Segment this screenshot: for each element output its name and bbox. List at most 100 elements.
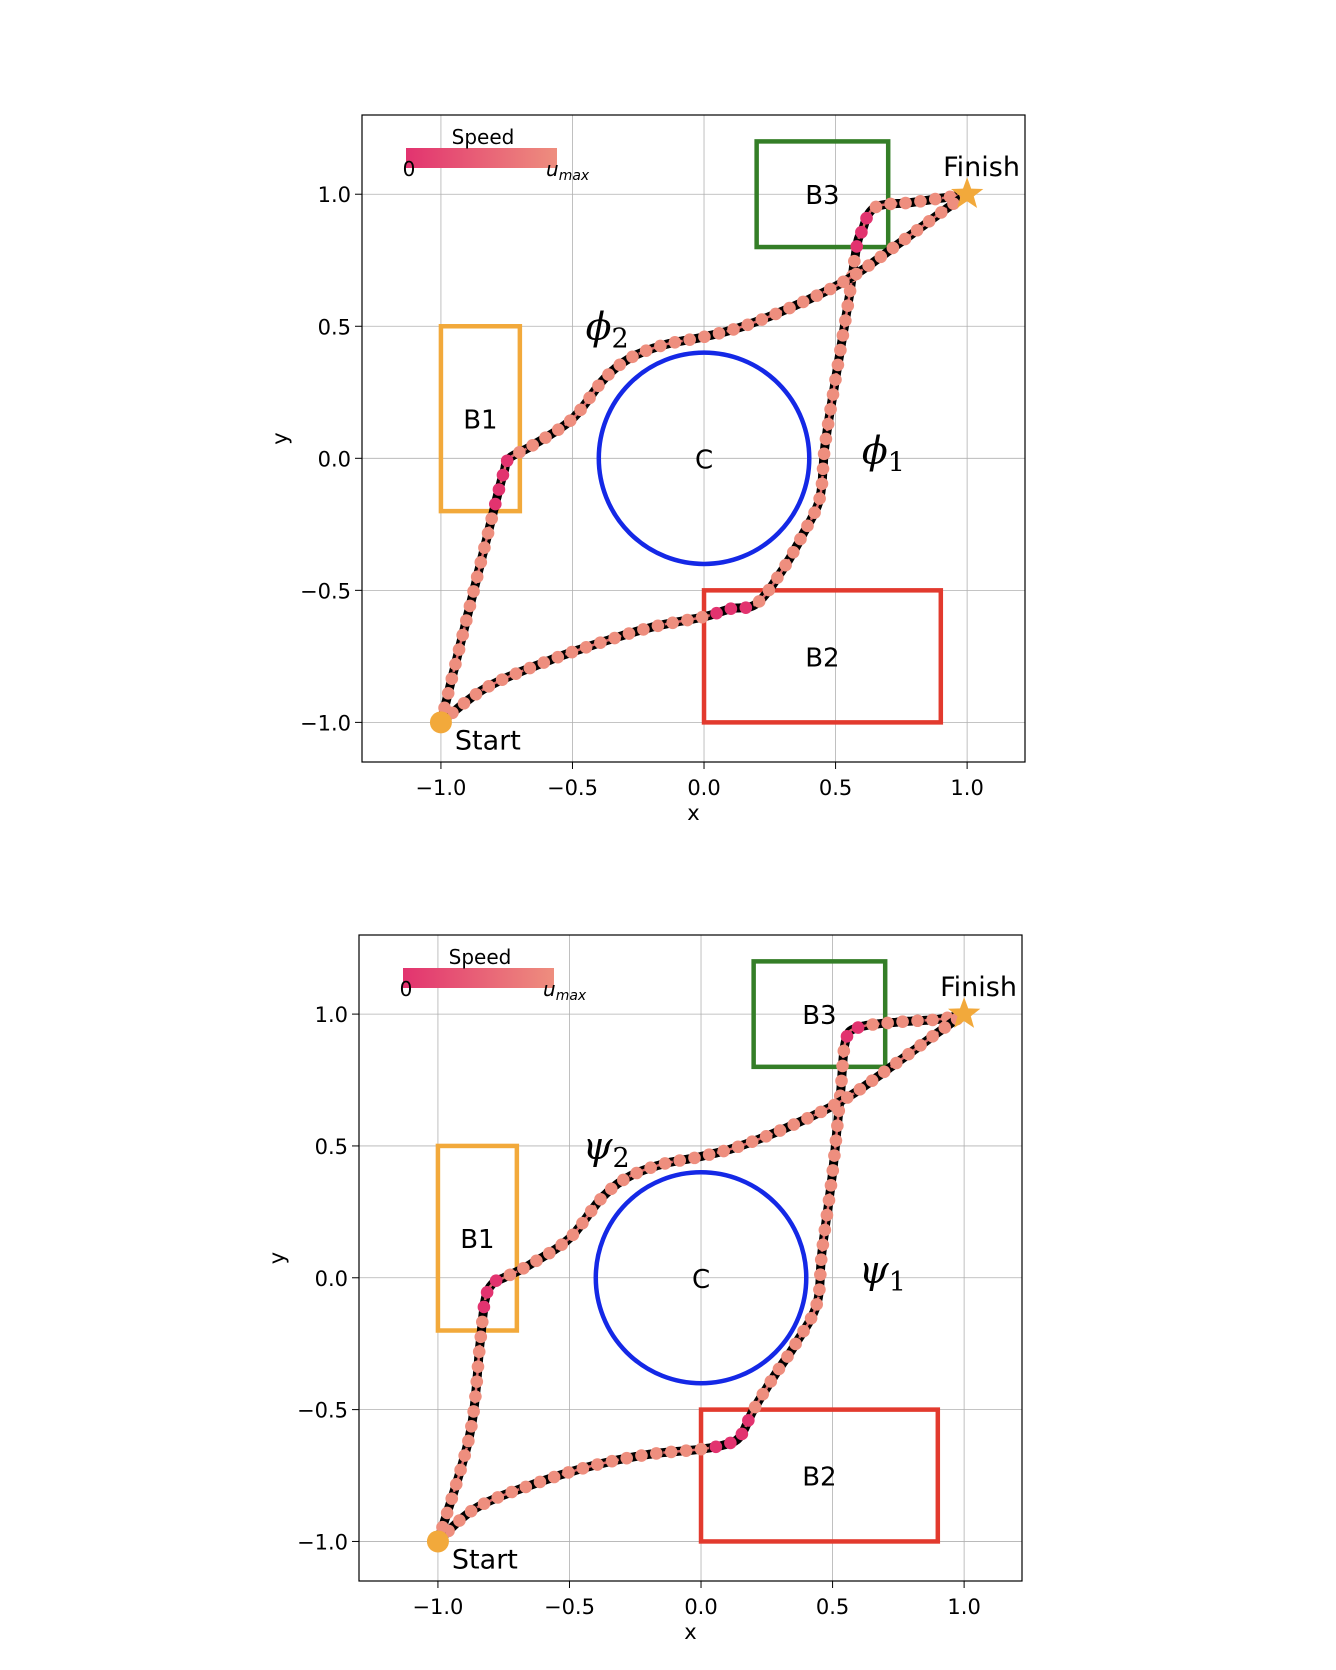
x-tick-label: −1.0: [412, 1595, 463, 1619]
trajectory-point: [602, 368, 615, 381]
trajectory-point: [683, 333, 696, 346]
y-axis-label: y: [268, 432, 292, 444]
trajectory-point: [492, 483, 506, 496]
trajectory-point: [814, 1105, 828, 1119]
trajectory-point: [752, 595, 766, 608]
trajectory-point: [828, 1149, 841, 1162]
trajectory-point: [783, 301, 796, 315]
trajectory-point: [482, 680, 496, 693]
trajectory-point: [480, 1286, 494, 1299]
colorbar-title: Speed: [449, 945, 512, 969]
trajectory-point: [926, 1030, 939, 1043]
trajectory-point: [862, 259, 875, 272]
start-marker: [426, 1530, 449, 1553]
trajectory-point: [469, 1390, 482, 1403]
trajectory-point: [594, 636, 607, 649]
trajectory-point: [472, 1345, 486, 1359]
chart-panel-2: −1.0 −0.5 0.0 0.5 1.0 −1.0 −0.5 0.0 0.5 1.0 x y B1 B2…: [265, 934, 1023, 1644]
trajectory-point: [804, 1311, 818, 1325]
trajectory-point: [824, 402, 837, 416]
trajectory-point: [436, 1520, 449, 1534]
trajectory-point: [898, 232, 912, 246]
trajectory-point: [866, 1018, 880, 1031]
trajectory-point: [574, 403, 587, 417]
trajectory-point: [820, 1208, 834, 1222]
trajectory-point: [810, 1298, 824, 1311]
trajectory-label-2: ϕ2: [586, 304, 629, 354]
colorbar: [406, 148, 557, 168]
finish-star-icon: [951, 177, 984, 208]
trajectory-point: [551, 650, 565, 664]
trajectory-point: [474, 555, 488, 569]
colorbar: [403, 968, 554, 988]
trajectory-point: [555, 1238, 568, 1251]
trajectory-point: [779, 558, 792, 572]
colorbar-max-subscript: max: [559, 168, 590, 184]
chart-panel-1: −1.0 −0.5 0.0 0.5 1.0 −1.0 −0.5 0.0 0.5 1.0 x y B1 B2…: [268, 114, 1026, 825]
trajectory-point: [874, 250, 888, 264]
start-marker: [429, 711, 452, 734]
region-label-b2: B2: [805, 643, 839, 673]
trajectory-point: [695, 610, 709, 624]
colorbar-max-symbol: u: [546, 157, 559, 181]
trajectory-point: [835, 1074, 848, 1088]
trajectory-point: [789, 1337, 802, 1351]
trajectory-point: [495, 673, 509, 686]
trajectory-point: [457, 696, 471, 710]
trajectory-point: [869, 200, 883, 214]
region-circle: [593, 1170, 809, 1386]
plot-area: [434, 139, 973, 729]
trajectory-point: [821, 417, 835, 431]
trajectory-point: [452, 643, 466, 656]
trajectory-point: [840, 1030, 854, 1043]
trajectory-point: [877, 1065, 891, 1079]
trajectory-point: [604, 1182, 618, 1196]
trajectory-point: [440, 1506, 454, 1520]
trajectory-point: [485, 512, 498, 525]
y-tick-label: −0.5: [297, 1399, 348, 1423]
trajectory-point: [836, 1059, 849, 1073]
trajectory-point: [688, 1151, 701, 1165]
trajectory-point: [517, 1262, 530, 1275]
trajectory-point: [823, 282, 837, 296]
trajectory-point: [884, 197, 897, 211]
trajectory-point: [781, 1350, 794, 1363]
trajectory-point: [910, 223, 924, 237]
region-circle: [596, 350, 812, 567]
trajectory-point: [724, 602, 738, 616]
colorbar-max-symbol: u: [543, 977, 556, 1001]
region-label-b1: B1: [460, 1225, 494, 1255]
trajectory-ψ2: [431, 1009, 969, 1548]
trajectory-point: [769, 307, 783, 321]
trajectory-point: [470, 570, 484, 584]
trajectory-point: [608, 631, 621, 645]
trajectory-point: [741, 318, 755, 332]
trajectory-point: [837, 1044, 851, 1058]
trajectory-point: [865, 1074, 879, 1088]
trajectory-point: [681, 613, 694, 627]
trajectory-point: [818, 1223, 832, 1237]
trajectory-point: [637, 623, 650, 636]
y-tick-label: 0.5: [318, 315, 351, 339]
trajectory-point: [787, 1118, 801, 1131]
trajectory-point: [762, 583, 776, 597]
trajectory-point: [445, 672, 459, 686]
trajectory-point: [644, 1161, 657, 1175]
trajectory-point: [745, 1135, 759, 1149]
trajectory-point: [668, 335, 682, 349]
trajectory-point: [475, 1315, 489, 1329]
region-label-b2: B2: [802, 1463, 836, 1493]
trajectory-point: [530, 1254, 543, 1268]
trajectory-point: [815, 477, 829, 491]
trajectory-point: [651, 619, 665, 633]
trajectory-label-symbol: ϕ: [862, 429, 888, 473]
trajectory-point: [630, 1166, 643, 1180]
trajectory-point: [914, 1038, 927, 1052]
trajectory-point: [579, 641, 593, 654]
trajectory-point: [831, 358, 845, 372]
trajectory-point: [886, 241, 900, 255]
trajectory-point: [853, 1083, 867, 1096]
trajectory-point: [505, 1485, 519, 1499]
trajectory-label-subscript: 1: [888, 448, 905, 479]
